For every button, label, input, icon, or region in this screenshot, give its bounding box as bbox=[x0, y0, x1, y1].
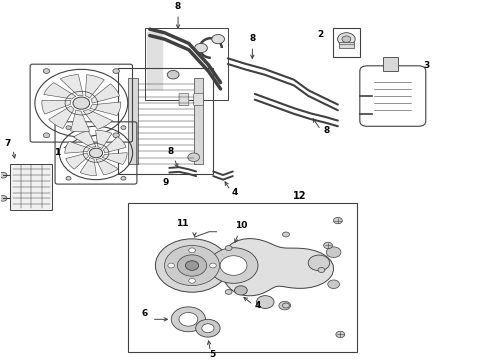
Circle shape bbox=[89, 148, 102, 158]
Polygon shape bbox=[221, 239, 334, 296]
Bar bbox=[333, 28, 360, 57]
Polygon shape bbox=[91, 84, 120, 103]
Polygon shape bbox=[74, 131, 96, 148]
Circle shape bbox=[326, 247, 341, 257]
Circle shape bbox=[189, 278, 196, 283]
Circle shape bbox=[318, 267, 325, 273]
Circle shape bbox=[220, 256, 247, 275]
Circle shape bbox=[283, 303, 290, 308]
Circle shape bbox=[73, 97, 90, 109]
Circle shape bbox=[168, 263, 174, 268]
FancyBboxPatch shape bbox=[179, 94, 189, 105]
Circle shape bbox=[324, 242, 332, 249]
Circle shape bbox=[342, 36, 351, 42]
Circle shape bbox=[188, 153, 199, 162]
Polygon shape bbox=[66, 153, 89, 169]
Circle shape bbox=[185, 261, 198, 270]
Circle shape bbox=[155, 239, 229, 292]
Polygon shape bbox=[85, 75, 104, 98]
Circle shape bbox=[210, 263, 216, 268]
Circle shape bbox=[165, 246, 220, 285]
Text: 8: 8 bbox=[249, 34, 255, 43]
Polygon shape bbox=[90, 102, 121, 116]
Bar bbox=[383, 57, 398, 71]
Text: 12: 12 bbox=[293, 191, 307, 201]
Circle shape bbox=[167, 71, 179, 79]
Circle shape bbox=[225, 246, 232, 251]
Circle shape bbox=[43, 133, 50, 138]
Text: 1: 1 bbox=[54, 148, 60, 157]
Circle shape bbox=[333, 217, 342, 224]
Text: 10: 10 bbox=[235, 221, 247, 230]
Circle shape bbox=[202, 324, 214, 333]
Polygon shape bbox=[44, 82, 76, 99]
Text: 8: 8 bbox=[168, 147, 174, 156]
Polygon shape bbox=[96, 130, 112, 149]
Polygon shape bbox=[71, 110, 90, 132]
Circle shape bbox=[195, 44, 207, 53]
Circle shape bbox=[177, 255, 207, 276]
Text: 4: 4 bbox=[232, 188, 239, 197]
Circle shape bbox=[209, 248, 258, 283]
Circle shape bbox=[66, 176, 71, 180]
Circle shape bbox=[279, 301, 291, 310]
Text: 6: 6 bbox=[141, 309, 147, 318]
Bar bbox=[128, 203, 357, 352]
Bar bbox=[118, 68, 213, 174]
Text: 9: 9 bbox=[162, 178, 169, 187]
FancyBboxPatch shape bbox=[194, 94, 203, 105]
Polygon shape bbox=[103, 137, 126, 153]
Text: 5: 5 bbox=[210, 350, 216, 359]
Polygon shape bbox=[60, 75, 83, 96]
Circle shape bbox=[43, 69, 50, 73]
Circle shape bbox=[308, 255, 330, 271]
Circle shape bbox=[336, 331, 344, 338]
Circle shape bbox=[328, 280, 340, 288]
Circle shape bbox=[113, 69, 120, 73]
Text: 3: 3 bbox=[423, 60, 430, 69]
Circle shape bbox=[189, 248, 196, 253]
Circle shape bbox=[121, 126, 126, 130]
Polygon shape bbox=[80, 157, 97, 176]
Text: 4: 4 bbox=[255, 301, 261, 310]
Text: 11: 11 bbox=[176, 219, 189, 228]
Text: 7: 7 bbox=[5, 139, 11, 148]
Circle shape bbox=[66, 126, 71, 130]
Polygon shape bbox=[42, 100, 71, 114]
Polygon shape bbox=[49, 106, 74, 129]
Circle shape bbox=[172, 307, 205, 332]
Polygon shape bbox=[102, 153, 127, 165]
Bar bbox=[10, 164, 52, 210]
Circle shape bbox=[0, 195, 7, 201]
Circle shape bbox=[225, 289, 232, 294]
Circle shape bbox=[121, 176, 126, 180]
Circle shape bbox=[283, 232, 290, 237]
Bar bbox=[128, 78, 138, 164]
Text: 2: 2 bbox=[318, 30, 324, 39]
Bar bbox=[145, 28, 228, 100]
Circle shape bbox=[113, 133, 120, 138]
Circle shape bbox=[256, 296, 274, 309]
Text: 8: 8 bbox=[324, 126, 330, 135]
Bar bbox=[339, 42, 354, 48]
Circle shape bbox=[338, 33, 355, 45]
Circle shape bbox=[196, 319, 220, 337]
Bar bbox=[194, 78, 203, 164]
Polygon shape bbox=[96, 158, 118, 175]
Polygon shape bbox=[83, 109, 113, 129]
Text: 8: 8 bbox=[175, 2, 181, 11]
Circle shape bbox=[0, 172, 7, 178]
Circle shape bbox=[235, 286, 247, 295]
Polygon shape bbox=[65, 141, 90, 153]
Circle shape bbox=[212, 35, 224, 44]
Circle shape bbox=[179, 312, 198, 326]
